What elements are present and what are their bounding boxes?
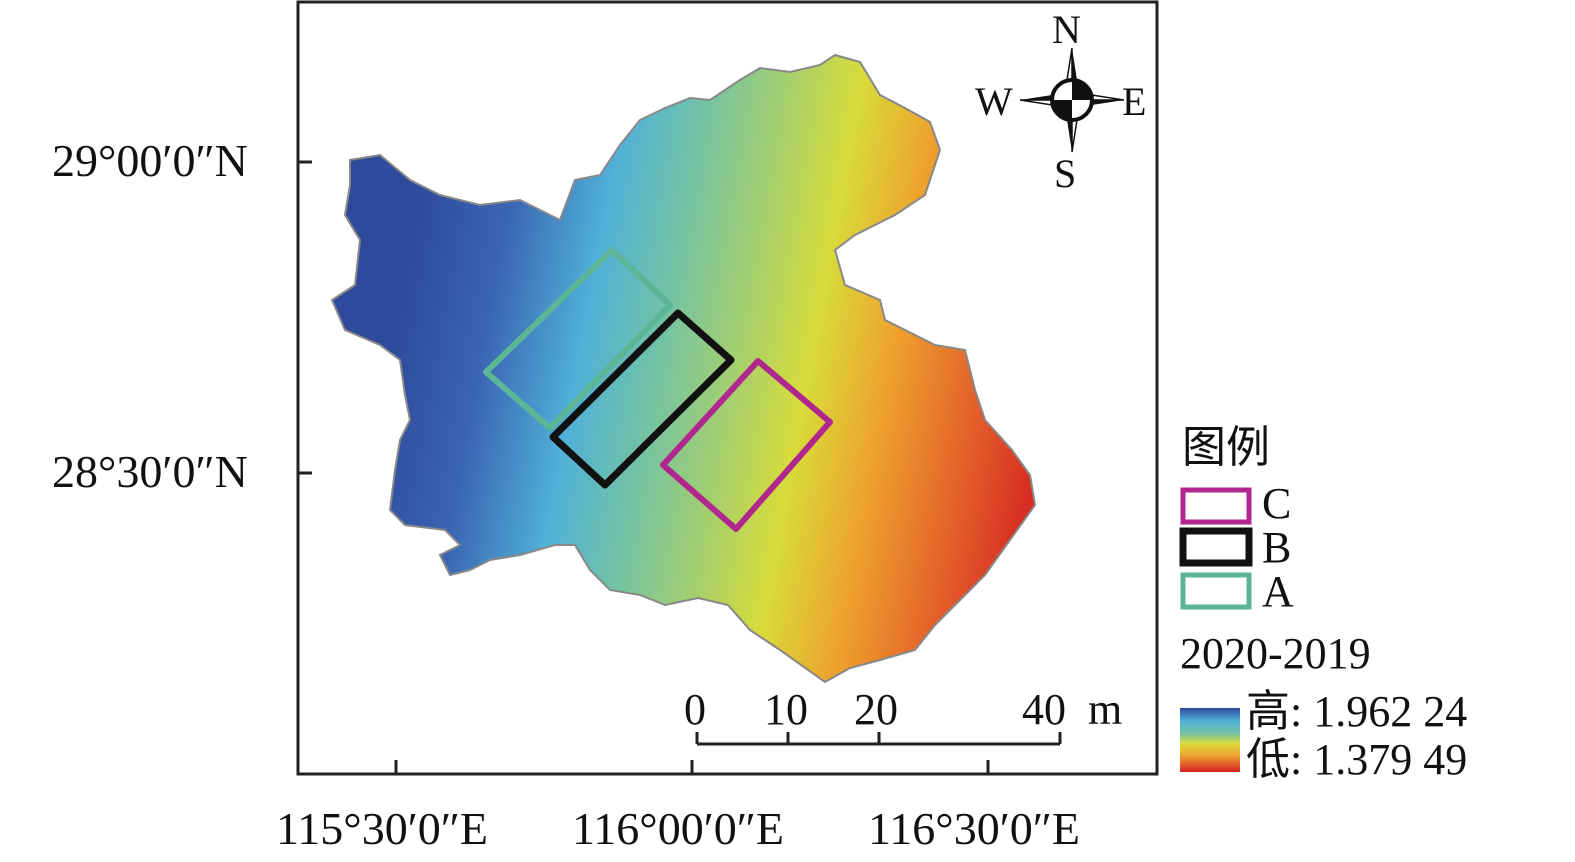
lat-label-28-30n: 28°30′0″N bbox=[52, 446, 248, 497]
legend-label-c: C bbox=[1262, 479, 1292, 528]
compass-rose-icon bbox=[1019, 47, 1125, 153]
legend-label-a: A bbox=[1262, 567, 1294, 616]
map-frame bbox=[296, 0, 1159, 776]
region-raster bbox=[330, 53, 1037, 684]
lon-label-115-30e: 115°30′0″E bbox=[276, 803, 489, 854]
lat-label-29n: 29°00′0″N bbox=[52, 135, 248, 186]
zone-a-outline bbox=[483, 247, 673, 431]
scale-unit: m bbox=[1088, 685, 1123, 734]
scale-tick-0: 0 bbox=[684, 685, 706, 734]
compass-s-label: S bbox=[1054, 151, 1077, 196]
legend-swatch-b bbox=[1179, 527, 1253, 567]
lon-label-116e: 116°00′0″E bbox=[572, 803, 785, 854]
lon-label-116-30e: 116°30′0″E bbox=[868, 803, 1081, 854]
scale-tick-10: 10 bbox=[764, 685, 808, 734]
legend-swatch-c bbox=[1180, 487, 1252, 525]
axis-ticks bbox=[298, 160, 990, 774]
legend-color-ramp bbox=[1180, 708, 1240, 772]
scale-tick-40: 40 bbox=[1022, 685, 1066, 734]
legend-swatch-a bbox=[1180, 572, 1252, 610]
legend-title: 图例 bbox=[1182, 422, 1270, 473]
legend-label-b: B bbox=[1262, 523, 1292, 572]
legend-high-label: 高: 1.962 24 bbox=[1246, 687, 1468, 736]
compass-n-label: N bbox=[1052, 7, 1081, 52]
legend-low-label: 低: 1.379 49 bbox=[1246, 735, 1468, 784]
scale-bar bbox=[695, 732, 1062, 746]
zone-c-outline bbox=[660, 358, 833, 532]
compass-w-label: W bbox=[975, 79, 1013, 124]
compass-e-label: E bbox=[1122, 79, 1147, 124]
scale-tick-20: 20 bbox=[854, 685, 898, 734]
zone-b-outline bbox=[549, 309, 735, 489]
legend-period: 2020-2019 bbox=[1180, 629, 1371, 678]
